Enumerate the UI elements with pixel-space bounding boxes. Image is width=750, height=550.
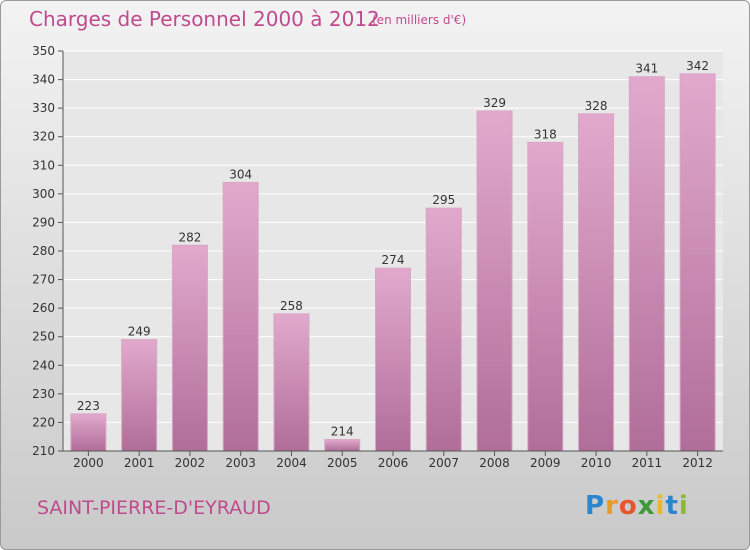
logo-letter: P bbox=[585, 491, 606, 521]
y-tick-label: 260 bbox=[32, 301, 55, 315]
y-tick-label: 300 bbox=[32, 187, 55, 201]
bar bbox=[273, 313, 310, 452]
x-tick-label: 2001 bbox=[124, 456, 155, 470]
x-tick-label: 2010 bbox=[581, 456, 612, 470]
logo-letter: x bbox=[637, 491, 656, 521]
y-tick-label: 220 bbox=[32, 415, 55, 429]
y-tick-label: 210 bbox=[32, 444, 55, 458]
logo-letter: o bbox=[618, 491, 638, 521]
y-tick-label: 240 bbox=[32, 358, 55, 372]
bar bbox=[578, 113, 615, 452]
chart-subtitle: (en milliers d'€) bbox=[372, 13, 467, 27]
y-tick-label: 310 bbox=[32, 158, 55, 172]
x-tick-label: 2007 bbox=[428, 456, 459, 470]
x-tick-label: 2005 bbox=[327, 456, 358, 470]
y-tick-label: 230 bbox=[32, 387, 55, 401]
bar bbox=[121, 339, 158, 452]
data-label: 304 bbox=[229, 167, 252, 181]
logo-letter: r bbox=[605, 491, 619, 521]
data-label: 318 bbox=[534, 127, 557, 141]
y-tick-label: 340 bbox=[32, 73, 55, 87]
bar bbox=[425, 207, 462, 452]
commune-name: SAINT-PIERRE-D'EYRAUD bbox=[37, 497, 271, 519]
x-tick-label: 2003 bbox=[225, 456, 256, 470]
x-tick-label: 2006 bbox=[378, 456, 409, 470]
x-tick-label: 2012 bbox=[682, 456, 713, 470]
bar bbox=[70, 413, 107, 452]
data-label: 295 bbox=[432, 193, 455, 207]
x-axis: 2000 2001 2002 2003 2004 2005 2006 2007 2008 2009… bbox=[63, 450, 723, 470]
bar bbox=[324, 439, 361, 452]
y-tick-label: 320 bbox=[32, 130, 55, 144]
bar bbox=[171, 244, 208, 452]
data-label: 329 bbox=[483, 96, 506, 110]
chart-title: Charges de Personnel 2000 à 2012 bbox=[29, 7, 380, 31]
data-label: 223 bbox=[77, 399, 100, 413]
y-tick-label: 290 bbox=[32, 215, 55, 229]
bar bbox=[375, 267, 411, 452]
bar bbox=[222, 181, 259, 452]
data-label: 342 bbox=[686, 59, 709, 73]
data-label: 249 bbox=[128, 325, 151, 339]
data-label: 258 bbox=[280, 299, 303, 313]
x-tick-label: 2002 bbox=[175, 456, 206, 470]
bar bbox=[628, 76, 665, 452]
bars: 223 249 282 304 258 214 274 295 329 318 328 341 342 bbox=[70, 59, 716, 452]
bar bbox=[527, 141, 564, 452]
y-tick-label: 330 bbox=[32, 101, 55, 115]
x-tick-label: 2008 bbox=[479, 456, 510, 470]
bar bbox=[679, 73, 716, 452]
data-label: 274 bbox=[382, 253, 405, 267]
x-tick-label: 2009 bbox=[530, 456, 561, 470]
y-axis: 210 220 230 240 250 260 270 280 290 300 310 320 330 3… bbox=[32, 44, 64, 458]
bar bbox=[476, 110, 513, 452]
logo-letter: i bbox=[678, 491, 689, 521]
logo-letter: i bbox=[655, 491, 666, 521]
data-label: 282 bbox=[178, 230, 201, 244]
y-tick-label: 270 bbox=[32, 273, 55, 287]
y-tick-label: 280 bbox=[32, 244, 55, 258]
x-tick-label: 2011 bbox=[632, 456, 663, 470]
data-label: 328 bbox=[585, 99, 608, 113]
x-tick-label: 2004 bbox=[276, 456, 307, 470]
y-tick-label: 250 bbox=[32, 330, 55, 344]
proxiti-logo: Proxiti bbox=[585, 491, 689, 521]
data-label: 214 bbox=[331, 425, 354, 439]
logo-letter: t bbox=[665, 491, 679, 521]
x-tick-label: 2000 bbox=[73, 456, 104, 470]
y-tick-label: 350 bbox=[32, 44, 55, 58]
data-label: 341 bbox=[635, 62, 658, 76]
